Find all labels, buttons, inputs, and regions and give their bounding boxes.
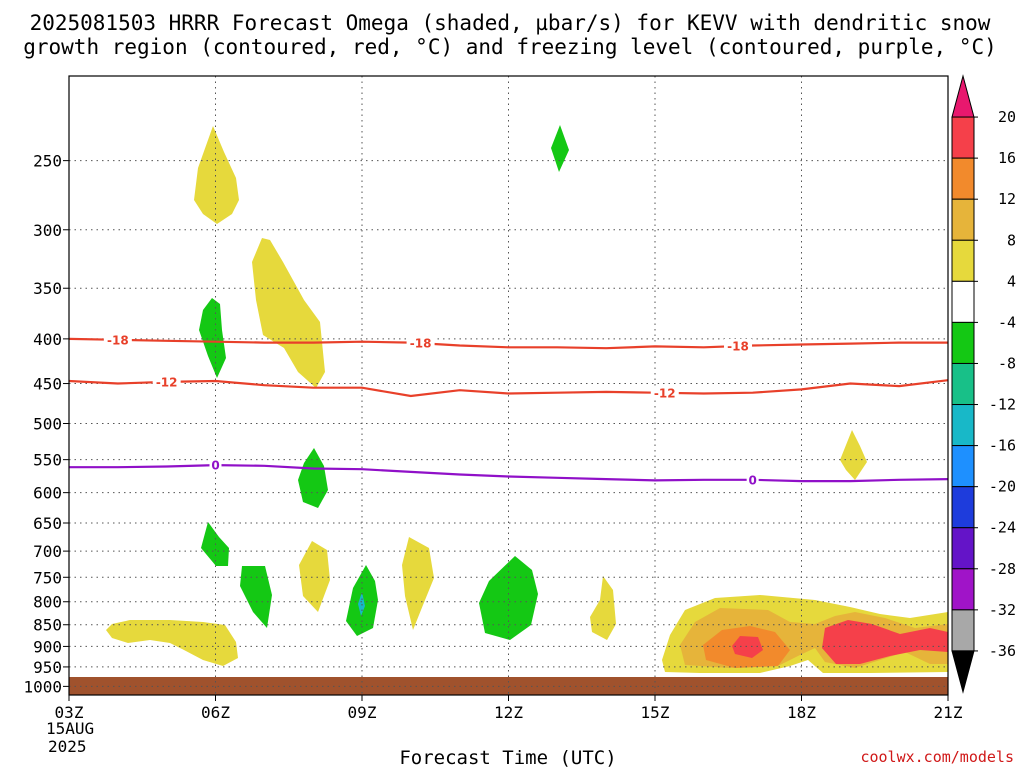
x-tick-label: 09Z — [348, 703, 377, 722]
omega-region — [299, 541, 330, 612]
contour-line--12 — [69, 379, 948, 398]
contour-line--18 — [69, 337, 948, 350]
x-tick-label: 21Z — [934, 703, 963, 722]
omega-region — [199, 298, 226, 378]
x-date-line1: 15AUG — [46, 719, 94, 738]
y-tick-label: 600 — [33, 484, 62, 503]
colorbar-cell — [951, 116, 975, 159]
contour-label: 0 — [211, 459, 219, 473]
omega-region — [840, 430, 867, 480]
contour-label: -18 — [410, 337, 432, 351]
x-axis-label: Forecast Time (UTC) — [399, 747, 616, 768]
y-tick-label: 450 — [33, 375, 62, 394]
y-tick-label: 550 — [33, 451, 62, 470]
x-tick-label: 12Z — [494, 703, 523, 722]
contour-layer: -18 -18 -18 -12 -12 0 0 — [69, 332, 948, 487]
colorbar-cell — [951, 321, 975, 364]
omega-region — [822, 620, 948, 664]
colorbar-label: -28 — [989, 560, 1016, 578]
y-axis-pressure: 250 300 350 400 450 500 550 600 650 700 750 800 850 9… — [23, 152, 69, 696]
colorbar-cell — [951, 74, 975, 118]
colorbar-cell — [951, 609, 975, 652]
omega-region — [252, 238, 325, 388]
colorbar-cell — [951, 445, 975, 488]
y-tick-label: 800 — [33, 593, 62, 612]
colorbar-label: -20 — [989, 478, 1016, 496]
contour-label-bg — [209, 458, 222, 473]
omega-region — [194, 126, 239, 224]
contour-label: -18 — [727, 340, 749, 354]
x-tick-label: 03Z — [55, 703, 84, 722]
contour-label-bg — [152, 374, 181, 389]
colorbar-label: -12 — [989, 396, 1016, 414]
contour-label-bg — [406, 336, 435, 351]
colorbar-label: 20 — [998, 108, 1016, 126]
contour-label: -18 — [107, 333, 129, 347]
y-tick-label: 500 — [33, 415, 62, 434]
colorbar-cell — [951, 527, 975, 570]
contour-label-bg — [724, 339, 753, 354]
omega-shading-layer — [106, 125, 948, 673]
contour-label-bg — [746, 472, 759, 487]
y-tick-label: 700 — [33, 542, 62, 561]
y-tick-label: 250 — [33, 152, 62, 171]
omega-region — [240, 566, 272, 628]
colorbar-label: -36 — [989, 642, 1016, 660]
y-tick-label: 750 — [33, 568, 62, 587]
omega-region — [590, 576, 616, 640]
x-tick-label: 06Z — [201, 703, 230, 722]
colorbar-label: -24 — [989, 519, 1016, 537]
colorbar-cell — [951, 404, 975, 447]
contour-label: 0 — [748, 473, 756, 487]
y-tick-label: 350 — [33, 279, 62, 298]
credit-link[interactable]: coolwx.com/models — [860, 748, 1014, 766]
y-tick-label: 650 — [33, 514, 62, 533]
colorbar-cell — [951, 486, 975, 529]
colorbar-label: 12 — [998, 190, 1016, 208]
omega-region — [298, 448, 328, 508]
colorbar-label: -4 — [998, 313, 1016, 331]
colorbar-label: 4 — [1007, 272, 1016, 290]
x-date-line2: 2025 — [48, 737, 87, 756]
contour-label: -12 — [156, 375, 178, 389]
colorbar-cell — [951, 239, 975, 282]
colorbar-cell — [951, 198, 975, 241]
colorbar-label: 16 — [998, 149, 1016, 167]
omega-region — [732, 636, 763, 658]
colorbar-label: -16 — [989, 437, 1016, 455]
x-tick-label: 18Z — [787, 703, 816, 722]
contour-label: -12 — [654, 386, 676, 400]
y-tick-label: 900 — [33, 637, 62, 656]
colorbar-cell — [951, 568, 975, 611]
colorbar-cell — [951, 650, 975, 694]
omega-region — [402, 537, 434, 630]
chart-title-line1: 2025081503 HRRR Forecast Omega (shaded, … — [30, 11, 991, 35]
colorbar-cell — [951, 280, 975, 323]
omega-region — [106, 620, 238, 666]
contour-label-bg — [650, 385, 679, 400]
y-tick-label: 400 — [33, 330, 62, 349]
omega-region — [551, 125, 569, 172]
y-tick-label: 950 — [33, 658, 62, 677]
surface-ground-band — [69, 677, 948, 695]
chart-title-line2: growth region (contoured, red, °C) and f… — [23, 35, 997, 59]
y-tick-label: 300 — [33, 221, 62, 240]
contour-label-bg — [103, 332, 132, 347]
colorbar: 20 16 12 8 4 -4 -8 -12 -16 -20 -24 -28 -32 -36 — [951, 74, 1016, 694]
x-tick-label: 15Z — [641, 703, 670, 722]
x-axis-time: 03Z 06Z 09Z 12Z 15Z 18Z 21Z — [55, 695, 963, 722]
y-tick-label: 1000 — [23, 677, 62, 696]
y-tick-label: 850 — [33, 616, 62, 635]
colorbar-label: -32 — [989, 601, 1016, 619]
colorbar-label: 8 — [1007, 231, 1016, 249]
colorbar-cell — [951, 157, 975, 200]
colorbar-cell — [951, 362, 975, 406]
colorbar-label: -8 — [998, 354, 1016, 372]
